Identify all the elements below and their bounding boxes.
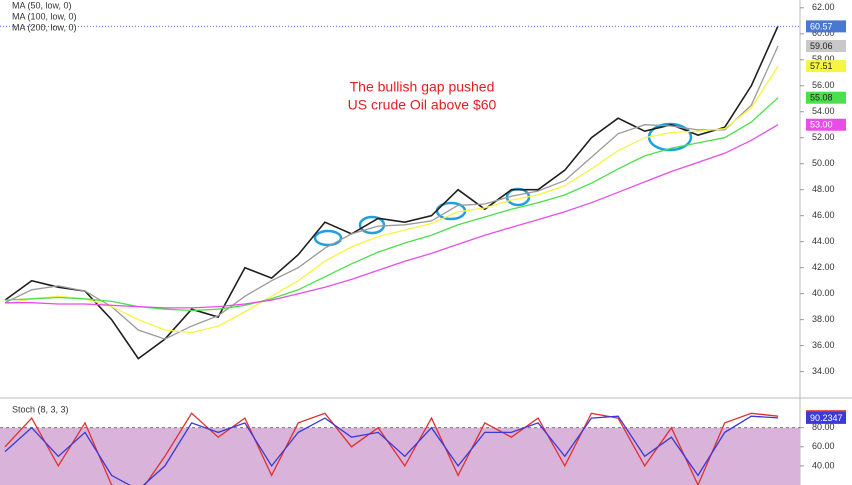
legend-entry: MA (50, low, 0) xyxy=(12,0,72,10)
y-tick-label: 52.00 xyxy=(812,132,835,142)
panel-title: Stoch (8, 3, 3) xyxy=(12,404,69,414)
series-line xyxy=(4,45,779,340)
price-badge-label: 57.51 xyxy=(810,61,833,71)
y-tick-label: 48.00 xyxy=(812,184,835,194)
price-badge xyxy=(806,60,846,73)
series-line xyxy=(4,415,779,485)
y-tick-label: 42.00 xyxy=(812,262,835,272)
price-badge xyxy=(806,91,846,104)
y-tick-label: 34.00 xyxy=(812,366,835,376)
y-tick-label: 54.00 xyxy=(812,106,835,116)
annotation: US crude Oil above $60 xyxy=(348,97,497,113)
price-badge xyxy=(806,39,846,52)
series-line xyxy=(4,412,779,485)
y-tick-label: 60.00 xyxy=(812,441,835,451)
price-badge-label: 55.08 xyxy=(810,93,833,103)
price-badge-label: 90.2347 xyxy=(810,413,843,423)
price-badge-label: 60.57 xyxy=(810,21,833,31)
y-tick-label: 40.00 xyxy=(812,460,835,470)
series-line xyxy=(4,65,779,334)
legend-entry: MA (100, low, 0) xyxy=(12,11,77,21)
y-tick-label: 46.00 xyxy=(812,210,835,220)
circle xyxy=(313,229,343,247)
legend-entry: MA (200, low, 0) xyxy=(12,22,77,32)
y-tick-label: 62.00 xyxy=(812,2,835,12)
price-badge xyxy=(806,20,846,33)
y-tick-label: 36.00 xyxy=(812,340,835,350)
stoch-band xyxy=(0,427,800,485)
price-badge-label: 53.00 xyxy=(810,120,833,130)
y-tick-label: 58.00 xyxy=(812,54,835,64)
price-badge xyxy=(806,118,846,131)
y-tick-label: 38.00 xyxy=(812,314,835,324)
series-line xyxy=(5,124,779,309)
price-badge-label: 59.06 xyxy=(810,41,833,51)
series-line xyxy=(4,25,779,360)
y-tick-label: 50.00 xyxy=(812,158,835,168)
y-tick-label: 40.00 xyxy=(812,288,835,298)
y-tick-label: 56.00 xyxy=(812,80,835,90)
circle xyxy=(358,215,386,235)
y-tick-label: 60.00 xyxy=(812,28,835,38)
annotation: The bullish gap pushed xyxy=(350,79,495,95)
y-tick-label: 80.00 xyxy=(812,422,835,432)
price-badge xyxy=(806,411,846,424)
y-tick-label: 44.00 xyxy=(812,236,835,246)
